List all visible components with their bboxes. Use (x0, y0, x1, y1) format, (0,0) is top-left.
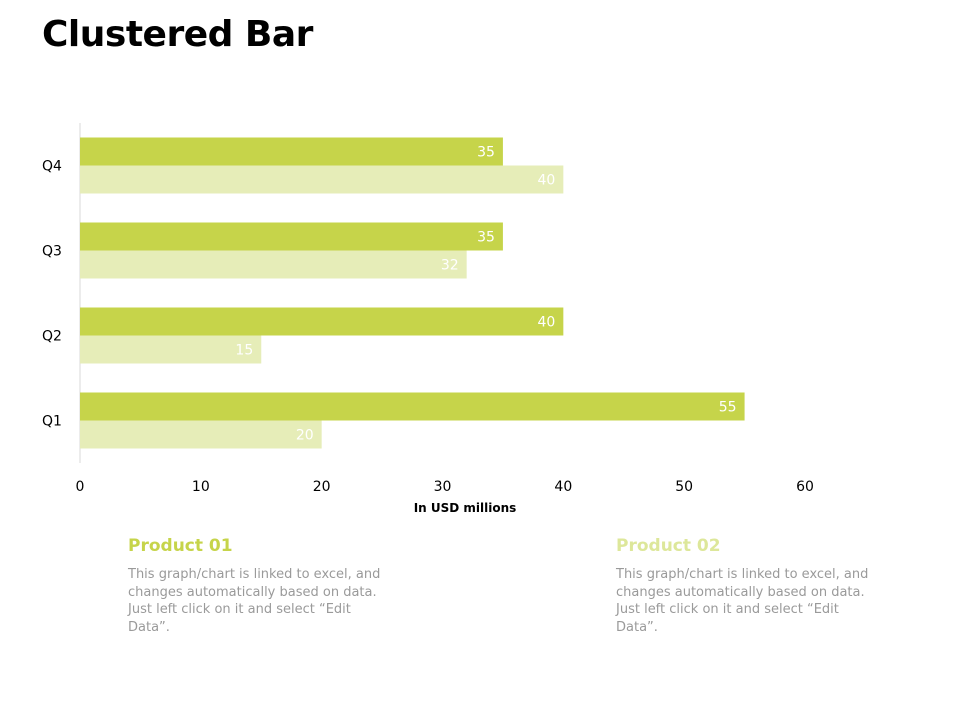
data-label-q3-series-2: 32 (441, 258, 459, 274)
bar-q3-series-2 (80, 250, 467, 279)
x-tick-label: 20 (313, 479, 331, 495)
product-02-card: Product 02 This graph/chart is linked to… (616, 536, 876, 636)
bar-q1-series-2 (80, 420, 322, 449)
x-tick-label: 10 (192, 479, 210, 495)
data-label-q2-series-1: 40 (538, 315, 556, 331)
page-title: Clustered Bar (42, 14, 313, 55)
category-label-q4: Q4 (42, 159, 62, 175)
product-02-description: This graph/chart is linked to excel, and… (616, 567, 869, 635)
category-label-q3: Q3 (42, 244, 62, 260)
x-tick-label: 50 (675, 479, 693, 495)
product-01-title: Product 01 (128, 536, 233, 556)
data-label-q2-series-2: 15 (235, 343, 253, 359)
category-label-q2: Q2 (42, 329, 62, 345)
product-02-title: Product 02 (616, 536, 721, 556)
bar-q2-series-2 (80, 335, 262, 364)
bar-q1-series-1 (80, 392, 745, 421)
bar-q2-series-1 (80, 307, 564, 336)
data-label-q1-series-1: 55 (719, 400, 737, 416)
bar-q3-series-1 (80, 222, 503, 251)
x-tick-label: 60 (796, 479, 814, 495)
x-tick-label: 0 (76, 479, 85, 495)
data-label-q3-series-1: 35 (477, 230, 495, 246)
x-tick-label: 40 (554, 479, 572, 495)
product-01-description: This graph/chart is linked to excel, and… (128, 567, 381, 635)
data-label-q1-series-2: 20 (296, 428, 314, 444)
data-label-q4-series-1: 35 (477, 145, 495, 161)
product-01-card: Product 01 This graph/chart is linked to… (128, 536, 388, 636)
x-axis-title: In USD millions (414, 501, 517, 515)
data-label-q4-series-2: 40 (538, 173, 556, 189)
x-tick-label: 30 (434, 479, 452, 495)
bar-q4-series-1 (80, 137, 503, 166)
bar-q4-series-2 (80, 165, 564, 194)
category-label-q1: Q1 (42, 414, 62, 430)
